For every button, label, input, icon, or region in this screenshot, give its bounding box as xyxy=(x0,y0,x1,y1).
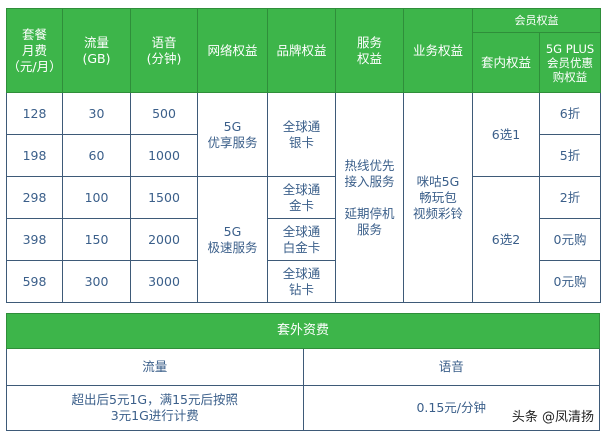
extra-fee-table: 套外资费 流量 语音 超出后5元1G，满15元后按照 3元1G进行计费 0.15… xyxy=(6,313,600,431)
watermark: 头条 @凤清扬 xyxy=(511,410,594,425)
voice-cell: 500 xyxy=(130,92,198,135)
table-row: 598 300 3000 全球通 钻卡 0元购 xyxy=(6,260,601,303)
header-brand: 品牌权益 xyxy=(267,8,336,93)
extra-data-label: 流量 xyxy=(6,348,304,386)
data-cell: 60 xyxy=(62,134,131,177)
voice-cell: 3000 xyxy=(130,260,198,303)
plus-cell: 6折 xyxy=(539,92,601,135)
voice-cell: 1500 xyxy=(130,176,198,219)
fee-cell: 128 xyxy=(6,92,63,135)
voice-cell: 1000 xyxy=(130,134,198,177)
data-cell: 300 xyxy=(62,260,131,303)
header-network: 网络权益 xyxy=(197,8,268,93)
plus-cell: 5折 xyxy=(539,134,601,177)
fee-cell: 398 xyxy=(6,218,63,261)
data-cell: 30 xyxy=(62,92,131,135)
brand-cell: 全球通 金卡 xyxy=(267,176,336,219)
plus-cell: 2折 xyxy=(539,176,601,219)
table-row: 198 60 1000 5折 xyxy=(6,134,601,177)
fee-cell: 198 xyxy=(6,134,63,177)
inner-cell: 6选1 xyxy=(472,92,540,177)
brand-cell: 全球通 银卡 xyxy=(267,92,336,177)
network-cell: 5G 极速服务 xyxy=(197,176,268,303)
header-business: 业务权益 xyxy=(403,8,473,93)
fee-cell: 598 xyxy=(6,260,63,303)
header-inner: 套内权益 xyxy=(472,32,540,93)
extra-voice-label: 语音 xyxy=(302,348,600,386)
header-member-group: 会员权益 xyxy=(472,8,601,33)
header-plus: 5G PLUS 会员优惠 购权益 xyxy=(539,32,601,93)
network-cell: 5G 优享服务 xyxy=(197,92,268,177)
voice-cell: 2000 xyxy=(130,218,198,261)
header-data: 流量 (GB) xyxy=(62,8,131,93)
data-cell: 100 xyxy=(62,176,131,219)
extra-voice-value: 0.15元/分钟 xyxy=(302,385,600,431)
fee-cell: 298 xyxy=(6,176,63,219)
inner-cell: 6选2 xyxy=(472,176,540,303)
plan-table: 套餐 月费 （元/月） 流量 (GB) 语音 (分钟) 网络权益 品牌权益 服务… xyxy=(6,8,601,303)
header-voice: 语音 (分钟) xyxy=(130,8,198,93)
business-cell: 咪咕5G 畅玩包 视频彩铃 xyxy=(403,92,473,303)
table-row: 128 30 500 5G 优享服务 全球通 银卡 热线优先 接入服务 延期停机… xyxy=(6,92,601,303)
table-row: 298 100 1500 5G 极速服务 全球通 金卡 6选2 2折 xyxy=(6,176,601,303)
plus-cell: 0元购 xyxy=(539,260,601,303)
data-cell: 150 xyxy=(62,218,131,261)
plus-cell: 0元购 xyxy=(539,218,601,261)
brand-cell: 全球通 白金卡 xyxy=(267,218,336,261)
extra-title: 套外资费 xyxy=(6,313,600,349)
header-fee: 套餐 月费 （元/月） xyxy=(6,8,63,93)
brand-cell: 全球通 钻卡 xyxy=(267,260,336,303)
extra-data-value: 超出后5元1G，满15元后按照 3元1G进行计费 xyxy=(6,385,304,431)
service-cell: 热线优先 接入服务 延期停机 服务 xyxy=(335,92,404,303)
header-service: 服务 权益 xyxy=(335,8,404,93)
